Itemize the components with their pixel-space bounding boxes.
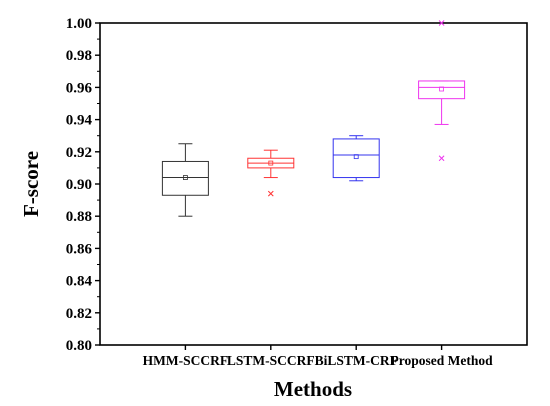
- y-tick-label: 0.84: [66, 274, 93, 290]
- x-tick-label: BiLSTM-CRF: [315, 353, 398, 368]
- x-tick-label: HMM-SCCRF: [143, 353, 228, 368]
- y-axis-title: F-score: [19, 151, 43, 217]
- y-tick-label: 0.92: [66, 145, 92, 161]
- mean-marker: [182, 175, 188, 180]
- y-tick-label: 0.86: [66, 241, 93, 257]
- mean-marker: [268, 160, 274, 166]
- box-group: [247, 149, 295, 197]
- box-group: [418, 20, 466, 162]
- plot-frame: [99, 22, 528, 346]
- mean-marker: [353, 154, 359, 160]
- mean-marker: [439, 86, 445, 92]
- x-axis-title: Methods: [274, 377, 352, 401]
- box-iqr: [161, 160, 209, 196]
- box-iqr: [332, 138, 380, 179]
- outlier-marker: [438, 20, 445, 26]
- x-tick-label: LSTM-SCCRF: [227, 353, 315, 368]
- y-tick-label: 1.00: [66, 16, 92, 32]
- y-tick-label: 0.80: [66, 338, 92, 354]
- y-tick-label: 0.96: [66, 80, 93, 96]
- x-tick-label: Proposed Method: [391, 353, 494, 368]
- y-tick-label: 0.90: [66, 177, 92, 193]
- outlier-marker: [267, 190, 274, 197]
- outlier-marker: [438, 155, 445, 162]
- y-tick-label: 0.94: [66, 113, 93, 129]
- boxes-layer: [161, 20, 466, 217]
- box-iqr: [418, 80, 466, 100]
- y-tick-label: 0.82: [66, 306, 92, 322]
- box-group: [332, 135, 380, 182]
- y-axis: 0.80 0.82 0.84 0.86 0.88 0.90 0.92 0.94 0.96 0.98…: [66, 16, 100, 354]
- y-tick-label: 0.88: [66, 209, 92, 225]
- box-group: [161, 143, 209, 217]
- y-tick-label: 0.98: [66, 48, 92, 64]
